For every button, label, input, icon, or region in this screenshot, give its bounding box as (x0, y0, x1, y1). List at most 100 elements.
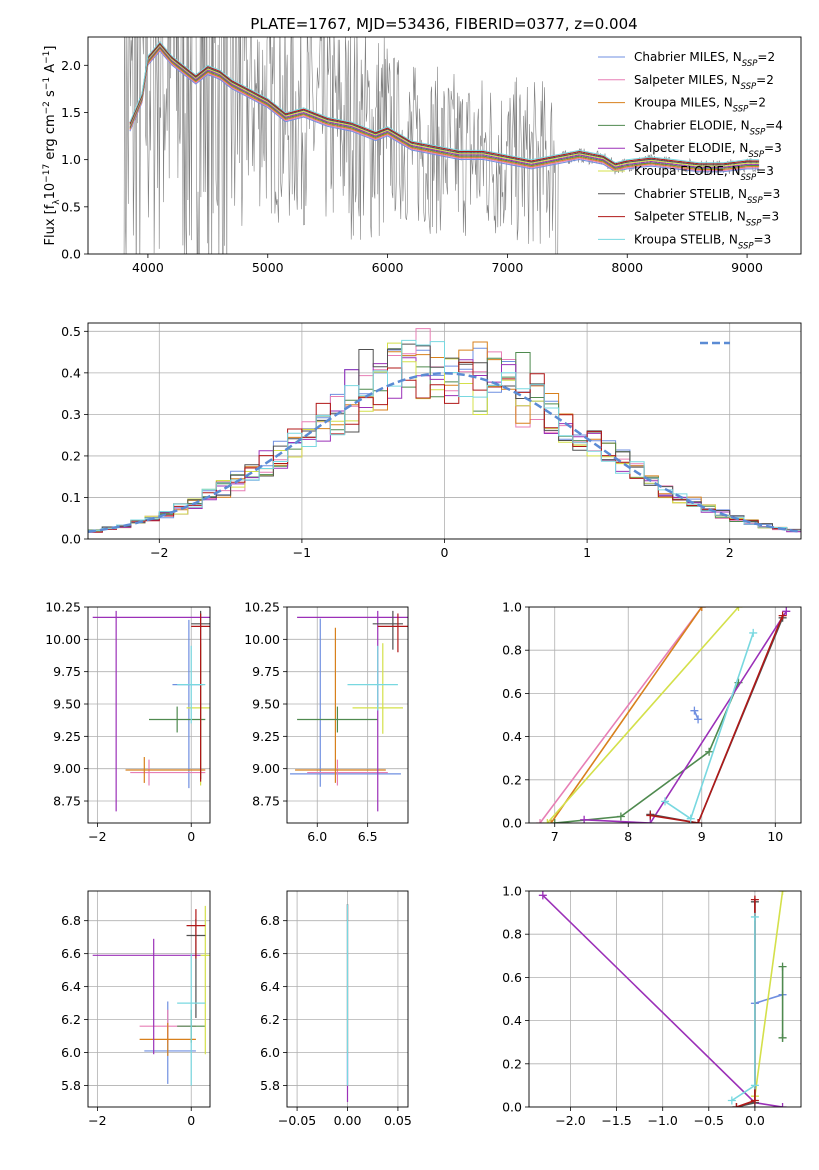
plot-area-residuals (88, 323, 801, 539)
y-tick-label: 2.0 (61, 58, 81, 73)
x-tick-label: −1.0 (648, 1113, 678, 1128)
panel-mass_vs_Z: −2 0 5.8 6.0 6.2 6.4 6.6 6.8 (61, 890, 211, 1128)
x-tick-label: 0 (187, 829, 195, 844)
legend-nssp: 2 (767, 50, 775, 64)
legend-nssp: 2 (766, 73, 774, 87)
y-tick-label: 0.3 (61, 407, 81, 422)
panel-weight_vs_Z: −2.0 −1.5 −1.0 −0.5 0.0 0.0 0.2 0.4 0.6 0.8 1.0 (502, 884, 802, 1128)
y-tick-label: 9.75 (252, 664, 280, 679)
model-line (129, 43, 760, 166)
weight-line (539, 607, 703, 823)
x-tick-label: 8000 (611, 260, 643, 275)
axes-frame (87, 36, 802, 255)
legend-model-name: Chabrier MILES (634, 50, 725, 64)
plus-marker (778, 1103, 787, 1107)
plot-area-weight_vs_age (529, 607, 801, 823)
y-tick-label: 0.6 (502, 970, 522, 985)
plus-marker (616, 812, 625, 821)
plus-marker (750, 1081, 759, 1090)
y-tick-label: 0.1 (61, 490, 81, 505)
legend-nssp: 3 (771, 210, 779, 224)
x-tick-label: 4000 (132, 260, 164, 275)
x-tick-label: 5000 (252, 260, 284, 275)
weight-line (584, 610, 787, 823)
plus-marker (686, 814, 695, 823)
x-tick-label: −2 (88, 829, 106, 844)
legend-label: Salpeter ELODIE, NSSP=3 (634, 141, 782, 160)
y-tick-label: 0.2 (61, 448, 81, 463)
legend-label: Salpeter MILES, NSSP=2 (634, 73, 774, 92)
plot-area-age_vs_mass (287, 607, 408, 823)
plus-marker (778, 611, 787, 620)
y-tick-label: 6.8 (260, 913, 280, 928)
y-tick-label: 6.4 (260, 979, 280, 994)
plus-marker (547, 819, 556, 823)
model-line (129, 50, 760, 173)
panel-age_vs_mass: 6.0 6.5 8.75 9.00 9.25 9.50 9.75 10.00 10.25 (244, 600, 409, 844)
weight-line (664, 632, 754, 820)
x-tick-label: −2 (88, 1113, 106, 1128)
y-tick-label: 9.50 (252, 697, 280, 712)
y-tick-label: 6.0 (61, 1045, 81, 1060)
model-line (129, 49, 760, 172)
x-tick-label: −1 (293, 545, 311, 560)
legend-label: Chabrier MILES, NSSP=2 (634, 50, 775, 69)
plot-area-weight_vs_Z (529, 891, 801, 1107)
plus-marker (536, 819, 545, 823)
panel-weight_vs_age: 7 8 9 10 0.0 0.2 0.4 0.6 0.8 1.0 (502, 600, 802, 844)
x-tick-label: 0.0 (745, 1113, 765, 1128)
plus-marker (550, 819, 559, 823)
plot-area-age_vs_Z (88, 607, 210, 823)
y-tick-label: 9.50 (53, 697, 81, 712)
y-axis-label: Flux [fλ10−17 erg cm−2 s−1 A−1] (42, 46, 62, 246)
axes-frame (286, 606, 409, 824)
plus-marker (778, 1033, 787, 1042)
y-tick-label: 0.8 (502, 643, 522, 658)
y-tick-label: 6.8 (61, 913, 81, 928)
y-tick-label: 1.0 (502, 600, 522, 615)
plus-marker (732, 1103, 741, 1107)
plus-marker (782, 607, 791, 616)
y-tick-label: 10.25 (244, 600, 280, 615)
x-tick-label: −0.5 (694, 1113, 724, 1128)
y-tick-label: 0.4 (502, 1013, 522, 1028)
axes-frame (528, 890, 802, 1108)
x-tick-label: −2.0 (555, 1113, 585, 1128)
legend-label: Chabrier ELODIE, NSSP=4 (634, 118, 783, 137)
plot-area-mass_vs_Z (88, 891, 210, 1107)
plus-marker (734, 607, 743, 611)
x-tick-label: 0.00 (334, 1113, 362, 1128)
legend-model-name: Kroupa STELIB (634, 232, 721, 246)
legend-model-name: Chabrier STELIB (634, 187, 730, 201)
plot-area-spectrum (123, 37, 760, 254)
histogram-step (88, 339, 801, 532)
panel-age_vs_Z: −2 0 8.75 9.00 9.25 9.50 9.75 10.00 10.25 (45, 600, 211, 844)
x-tick-label: 8 (624, 829, 632, 844)
legend-model-name: Kroupa MILES (634, 96, 716, 110)
axes-frame (87, 606, 211, 824)
y-tick-label: 0.4 (502, 729, 522, 744)
y-tick-label: 0.0 (61, 532, 81, 547)
y-tick-label: 1.5 (61, 105, 81, 120)
plus-marker (778, 962, 787, 971)
legend-model-name: Salpeter MILES (634, 73, 724, 87)
x-tick-label: 0.05 (384, 1113, 412, 1128)
plus-marker (580, 815, 589, 823)
legend-label: Kroupa ELODIE, NSSP=3 (634, 164, 774, 183)
axes-frame (286, 890, 409, 1108)
legend-nssp: 3 (766, 164, 774, 178)
weight-line (550, 607, 703, 823)
legend: Chabrier MILES, NSSP=2 Salpeter MILES, NS… (598, 50, 783, 251)
plus-marker (543, 819, 552, 823)
y-tick-label: 9.25 (252, 729, 280, 744)
model-line (129, 45, 760, 168)
y-tick-label: 0.5 (61, 199, 81, 214)
legend-nssp: 3 (774, 141, 782, 155)
y-tick-label: 5.8 (61, 1078, 81, 1093)
model-line (129, 42, 760, 165)
y-tick-label: 0.5 (61, 324, 81, 339)
y-tick-label: 0.0 (61, 247, 81, 262)
x-tick-label: 0 (187, 1113, 195, 1128)
model-line (129, 41, 760, 164)
